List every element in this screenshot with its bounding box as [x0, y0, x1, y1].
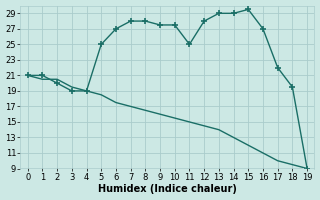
X-axis label: Humidex (Indice chaleur): Humidex (Indice chaleur) — [98, 184, 237, 194]
